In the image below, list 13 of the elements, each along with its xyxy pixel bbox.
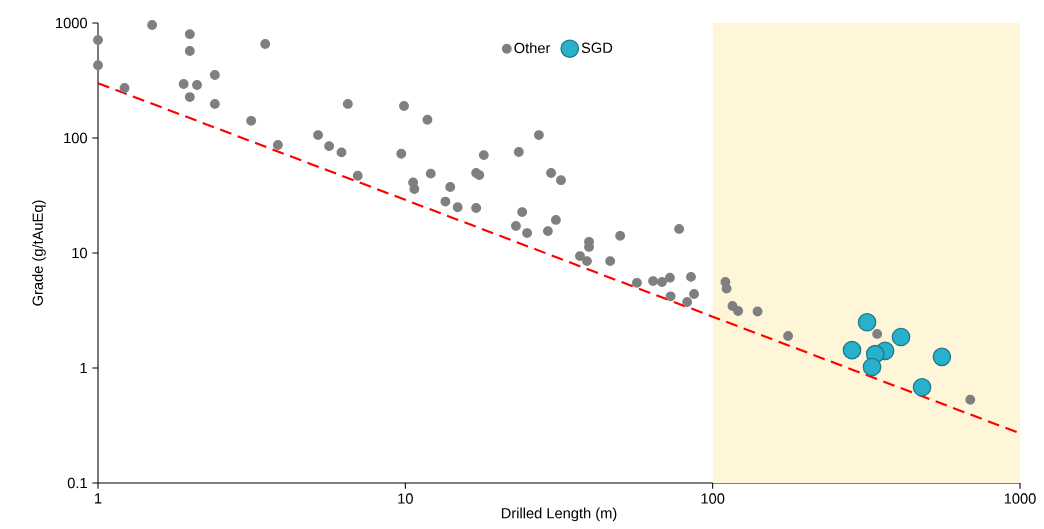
legend-label: Other	[514, 42, 551, 54]
x-tick-label: 1	[95, 493, 102, 504]
legend-label: SGD	[581, 42, 613, 53]
y-tick-label: 0.1	[67, 477, 87, 489]
x-tick-label: 10	[398, 493, 413, 504]
x-axis-title: Drilled Length (m)	[501, 507, 617, 522]
y-tick-label: 1000	[56, 17, 88, 29]
y-tick-label: 1	[80, 362, 87, 374]
y-axis-title: Grade (g/tAuEq)	[32, 200, 46, 306]
y-tick-label: 100	[64, 132, 88, 144]
x-tick-label: 100	[701, 493, 725, 504]
y-tick-label: 10	[72, 247, 88, 259]
x-tick-label: 1000	[1004, 493, 1036, 504]
